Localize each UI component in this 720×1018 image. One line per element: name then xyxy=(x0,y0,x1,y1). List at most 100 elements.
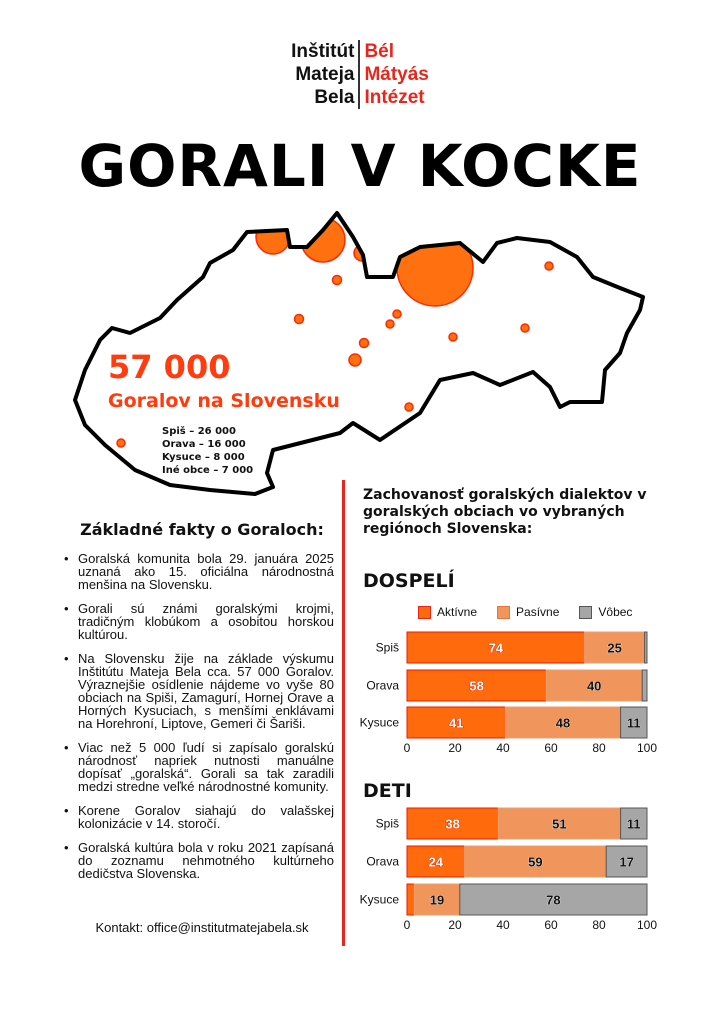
section-children: DETI xyxy=(363,780,412,802)
data-label: 40 xyxy=(587,679,601,694)
data-label: 41 xyxy=(449,716,463,731)
fact-item: Korene Goralov siahajú do valašskej kolo… xyxy=(62,804,334,830)
region-count: Kysuce – 8 000 xyxy=(162,452,245,463)
legend-label: Aktívne xyxy=(437,605,478,619)
facts-list: Goralská komunita bola 29. januára 2025 … xyxy=(62,552,334,891)
data-label: 24 xyxy=(429,855,444,870)
legend-label: Vôbec xyxy=(598,605,633,619)
x-tick-label: 40 xyxy=(496,918,510,932)
data-label: 19 xyxy=(430,893,444,908)
logo-text: Bela xyxy=(314,87,355,108)
x-tick-label: 40 xyxy=(496,741,510,755)
x-tick-label: 100 xyxy=(637,741,657,755)
data-label: 25 xyxy=(607,641,621,656)
region-count: Iné obce – 7 000 xyxy=(162,465,254,476)
category-label: Kysuce xyxy=(360,893,400,907)
x-tick-label: 0 xyxy=(404,741,411,755)
goral-settlement-marker xyxy=(116,438,126,448)
bar-segment-pasívne xyxy=(413,883,461,916)
logo-text: Bél xyxy=(364,41,395,62)
logo-text: Intézet xyxy=(364,87,425,108)
legend-item: Pasívne xyxy=(497,605,559,619)
chart-legend: Aktívne Pasívne Vôbec xyxy=(418,605,632,619)
fact-item: Gorali sú známi goralskými krojmi, tradi… xyxy=(62,602,334,641)
data-label: 17 xyxy=(619,855,633,870)
category-label: Spiš xyxy=(376,641,399,655)
logo-text: Inštitút xyxy=(291,41,355,62)
data-label: 11 xyxy=(627,716,641,731)
legend-swatch xyxy=(418,605,431,619)
region-count: Orava – 16 000 xyxy=(162,439,246,450)
region-count: Spiš – 26 000 xyxy=(162,426,236,437)
legend-item: Aktívne xyxy=(418,605,477,619)
bar-segment-aktívne xyxy=(406,631,586,664)
x-tick-label: 60 xyxy=(544,918,558,932)
logo-text: Mátyás xyxy=(364,64,429,85)
column-divider xyxy=(342,480,345,946)
fact-item: Goralská komunita bola 29. januára 2025 … xyxy=(62,552,334,591)
x-tick-label: 0 xyxy=(404,918,411,932)
goral-settlement-marker xyxy=(404,402,414,412)
goral-settlement-marker xyxy=(448,332,458,342)
slovakia-map xyxy=(73,211,645,496)
fact-item: Goralská kultúra bola v roku 2021 zapísa… xyxy=(62,841,334,880)
goral-settlement-marker xyxy=(392,309,402,319)
chart-title: Zachovanosť goralských dialektov v goral… xyxy=(363,487,647,537)
goral-settlement-marker xyxy=(348,353,362,367)
bar-segment-vôbec xyxy=(605,845,648,878)
goral-settlement-marker xyxy=(293,313,305,325)
bar-segment-vôbec xyxy=(620,706,648,739)
data-label: 59 xyxy=(528,855,542,870)
total-label: Goralov na Slovensku xyxy=(108,390,340,412)
category-label: Kysuce xyxy=(360,716,400,730)
goral-settlement-marker xyxy=(544,261,554,271)
bar-segment-aktívne xyxy=(406,807,499,840)
bar-segment-aktívne xyxy=(406,845,466,878)
map-outline xyxy=(73,211,645,496)
x-tick-label: 80 xyxy=(592,918,606,932)
data-label: 48 xyxy=(556,716,570,731)
data-label: 11 xyxy=(627,817,641,832)
bar-segment-aktívne xyxy=(406,706,506,739)
logo: Inštitút Mateja Bela Bél Mátyás Intézet xyxy=(0,40,720,109)
category-label: Orava xyxy=(366,855,399,869)
legend-swatch xyxy=(579,605,593,619)
x-tick-label: 20 xyxy=(448,918,462,932)
fact-item: Viac než 5 000 ľudí si zapísalo goralskú… xyxy=(62,741,334,793)
legend-swatch xyxy=(497,605,511,619)
facts-heading: Základné fakty o Goraloch: xyxy=(80,520,324,539)
data-label: 58 xyxy=(469,679,483,694)
bar-segment-pasívne xyxy=(584,631,646,664)
bar-segment-vôbec xyxy=(644,631,648,664)
section-adults: DOSPELÍ xyxy=(363,570,455,592)
x-tick-label: 60 xyxy=(544,741,558,755)
data-label: 74 xyxy=(489,641,504,656)
bar-segment-pasívne xyxy=(504,706,622,739)
goral-settlement-marker xyxy=(385,319,395,329)
fact-item: Na Slovensku žije na základe výskumu Inš… xyxy=(62,652,334,730)
logo-text: Mateja xyxy=(295,64,355,85)
region-list: Spiš – 26 000 Orava – 16 000 Kysuce – 8 … xyxy=(162,425,253,477)
bar-segment-aktívne xyxy=(406,883,415,916)
bar-segment-vôbec xyxy=(459,883,648,916)
category-label: Orava xyxy=(366,679,399,693)
bar-segment-pasívne xyxy=(545,669,643,702)
legend-label: Pasívne xyxy=(516,605,560,619)
page-title: GORALI V KOCKE xyxy=(78,132,642,200)
data-label: 38 xyxy=(445,817,459,832)
x-tick-label: 100 xyxy=(637,918,657,932)
bar-segment-vôbec xyxy=(620,807,648,840)
category-label: Spiš xyxy=(376,817,399,831)
bar-segment-vôbec xyxy=(641,669,648,702)
legend-item: Vôbec xyxy=(579,605,632,619)
bar-segment-pasívne xyxy=(497,807,622,840)
goral-settlement-marker xyxy=(520,323,530,333)
bar-segment-pasívne xyxy=(464,845,607,878)
x-tick-label: 80 xyxy=(592,741,606,755)
data-label: 51 xyxy=(552,817,566,832)
x-tick-label: 20 xyxy=(448,741,462,755)
total-count: 57 000 xyxy=(108,348,231,386)
goral-settlement-marker xyxy=(331,274,343,286)
contact-email[interactable]: Kontakt: office@institutmatejabela.sk xyxy=(95,920,309,935)
